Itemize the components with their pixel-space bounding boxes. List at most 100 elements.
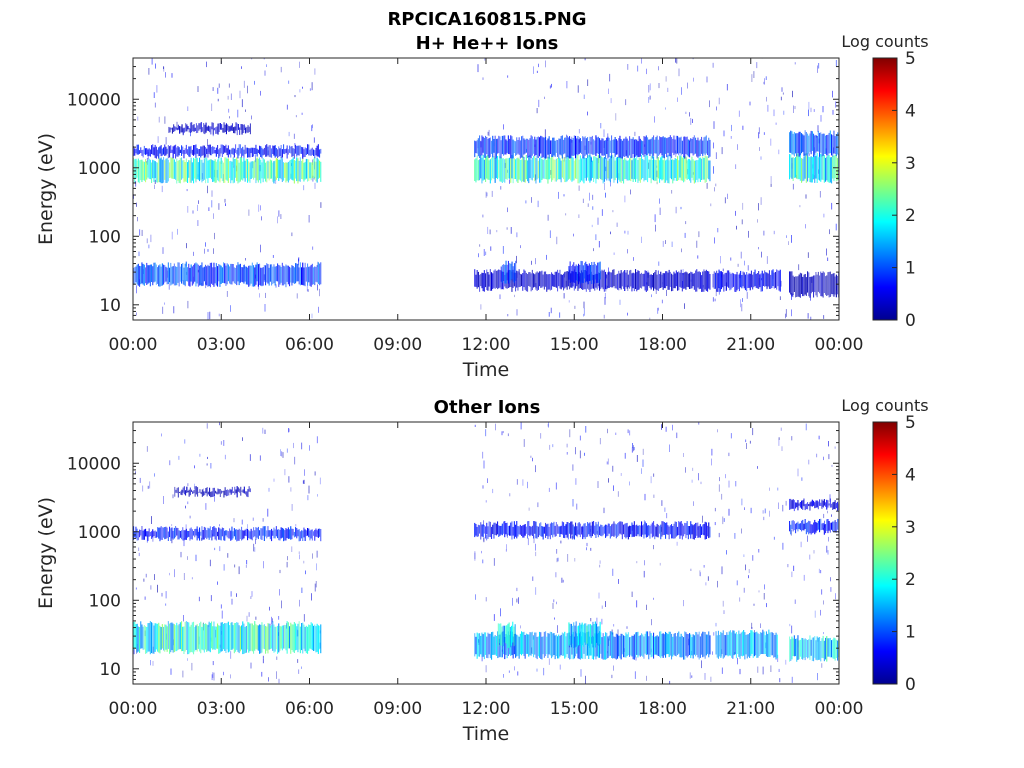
noise-mark (139, 477, 141, 483)
band-streak (598, 626, 600, 646)
noise-mark (637, 65, 639, 72)
noise-mark (535, 587, 537, 595)
noise-mark (197, 86, 199, 92)
band-streak (172, 146, 174, 159)
band-streak (807, 502, 809, 510)
noise-mark (748, 575, 749, 579)
noise-mark (801, 477, 803, 481)
band-streak (481, 135, 483, 156)
band-streak (237, 530, 239, 541)
band-streak (696, 632, 698, 655)
band-streak (509, 263, 511, 283)
noise-mark (182, 670, 184, 678)
band-streak (237, 262, 239, 282)
band-streak (143, 264, 145, 286)
band-streak (195, 157, 197, 182)
noise-mark (509, 179, 510, 184)
band-streak (204, 491, 206, 496)
band-streak (554, 525, 556, 537)
noise-mark (295, 524, 297, 527)
band-streak (650, 156, 652, 184)
band-streak (143, 625, 145, 650)
band-streak (630, 269, 632, 287)
band-streak (302, 158, 304, 180)
band-streak (197, 531, 199, 539)
band-streak (791, 131, 793, 155)
band-streak (218, 264, 220, 282)
band-streak (262, 625, 264, 649)
noise-mark (512, 597, 513, 606)
noise-mark (658, 261, 660, 266)
band-streak (770, 274, 772, 289)
band-streak (267, 623, 269, 654)
noise-mark (233, 165, 235, 168)
band-streak (581, 622, 583, 646)
noise-mark (507, 75, 509, 78)
band-streak (227, 621, 229, 653)
noise-mark (714, 187, 715, 192)
band-streak (629, 525, 631, 537)
band-streak (521, 526, 523, 536)
noise-mark (722, 268, 724, 272)
band-streak (796, 133, 798, 157)
noise-mark (496, 230, 498, 233)
noise-mark (773, 109, 775, 117)
band-streak (823, 640, 825, 662)
band-streak (626, 522, 628, 538)
band-streak (516, 158, 518, 182)
band-streak (576, 272, 578, 287)
band-streak (581, 636, 583, 659)
band-streak (673, 633, 675, 655)
band-streak (476, 270, 478, 289)
band-streak (692, 525, 694, 540)
band-streak (310, 622, 312, 650)
band-streak (826, 519, 828, 531)
noise-mark (624, 452, 626, 459)
noise-mark (187, 483, 189, 487)
band-streak (209, 262, 211, 288)
emission-band (133, 262, 322, 288)
band-streak (166, 527, 168, 538)
band-streak (315, 161, 317, 182)
band-streak (803, 274, 805, 297)
band-streak (262, 158, 264, 183)
noise-mark (146, 446, 148, 452)
band-streak (481, 157, 483, 184)
band-streak (574, 266, 576, 283)
band-streak (295, 144, 297, 154)
noise-mark (692, 58, 694, 60)
band-streak (641, 633, 643, 656)
band-streak (555, 158, 557, 182)
band-streak (177, 528, 179, 540)
noise-mark (484, 58, 486, 61)
noise-mark (643, 570, 645, 578)
noise-mark (230, 674, 231, 679)
noise-mark (700, 481, 702, 485)
noise-mark (516, 309, 518, 316)
band-streak (217, 266, 219, 287)
noise-mark (260, 205, 261, 211)
band-streak (505, 260, 507, 284)
noise-mark (197, 204, 198, 211)
band-streak (535, 139, 537, 155)
noise-mark (671, 241, 673, 247)
band-streak (740, 270, 742, 288)
band-streak (319, 528, 321, 537)
band-streak (817, 637, 819, 660)
band-streak (310, 264, 312, 287)
band-streak (272, 530, 274, 536)
band-streak (231, 123, 233, 131)
band-streak (308, 624, 310, 651)
band-streak (680, 633, 682, 658)
band-streak (597, 155, 599, 180)
band-streak (185, 528, 187, 540)
band-streak (576, 154, 578, 179)
band-streak (495, 523, 497, 536)
noise-mark (629, 430, 631, 436)
band-streak (627, 526, 629, 540)
band-streak (698, 525, 700, 538)
band-streak (215, 263, 217, 286)
band-streak (196, 263, 198, 284)
band-streak (701, 633, 703, 655)
band-streak (708, 137, 710, 158)
